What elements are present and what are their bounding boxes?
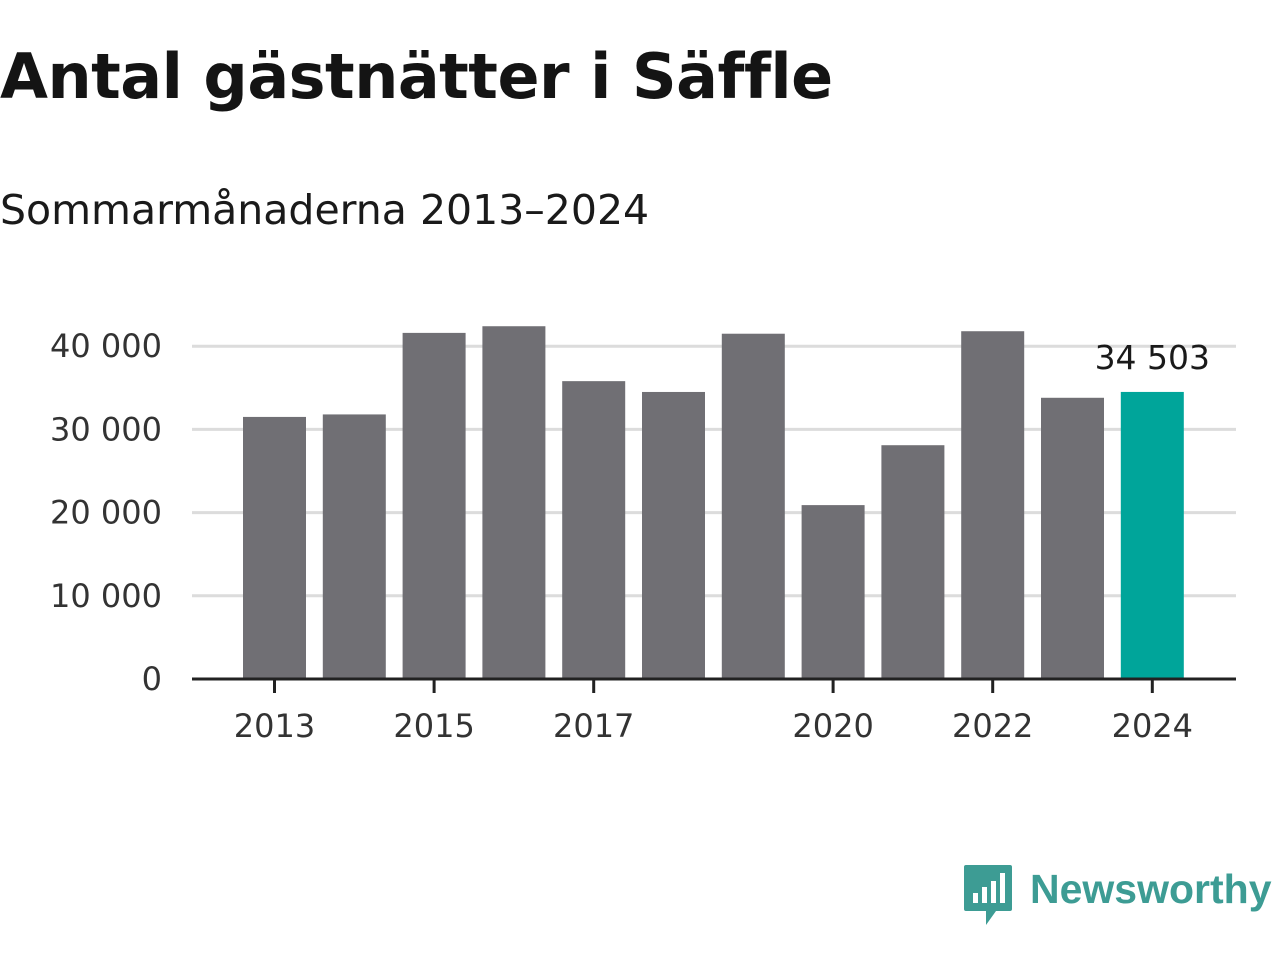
y-tick-label: 40 000 <box>50 327 162 365</box>
chart-subtitle: Sommarmånaderna 2013–2024 <box>0 186 650 234</box>
bar <box>482 326 546 679</box>
y-tick-label: 0 <box>142 660 162 698</box>
brand-logo: Newsworthy <box>962 862 1272 928</box>
y-tick-label: 10 000 <box>50 577 162 615</box>
bar <box>402 332 466 679</box>
x-tick-label: 2020 <box>792 707 873 745</box>
x-tick-label: 2022 <box>952 707 1033 745</box>
y-tick-label: 30 000 <box>50 410 162 448</box>
bar <box>721 333 785 679</box>
bar <box>243 416 306 679</box>
x-tick-label: 2013 <box>234 707 315 745</box>
x-tick-label: 2017 <box>553 707 634 745</box>
bar <box>322 414 386 679</box>
data-labels: 34 503 <box>1095 338 1210 377</box>
bar-highlight <box>1120 391 1184 679</box>
y-axis-ticks: 0 10 000 20 000 30 000 40 000 <box>50 327 162 698</box>
x-tick-label: 2015 <box>393 707 474 745</box>
x-axis: 2013 2015 2017 2020 2022 2024 <box>192 677 1236 745</box>
brand-name: Newsworthy <box>1030 865 1272 912</box>
bar <box>881 445 945 679</box>
bar <box>642 391 705 679</box>
x-tick-label: 2024 <box>1112 707 1193 745</box>
value-label: 34 503 <box>1095 338 1210 377</box>
bar <box>801 505 865 679</box>
chart-title: Antal gästnätter i Säffle <box>0 40 833 113</box>
bar-chart-speech-bubble-icon <box>964 865 1012 925</box>
bars <box>243 326 1184 679</box>
y-tick-label: 20 000 <box>50 494 162 532</box>
bar <box>961 331 1025 679</box>
bar <box>562 381 626 679</box>
bar <box>1041 397 1104 679</box>
